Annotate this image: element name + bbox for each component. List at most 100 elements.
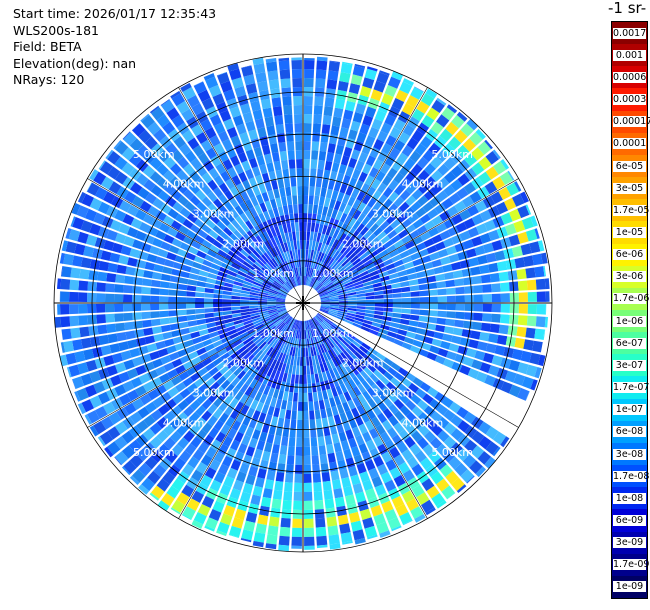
range-gate-cell: [319, 309, 329, 314]
range-gate-cell: [451, 234, 463, 245]
range-gate-cell: [535, 278, 546, 290]
range-gate-cell: [316, 325, 323, 335]
range-gate-cell: [81, 193, 94, 207]
range-gate-cell: [262, 221, 270, 231]
range-gate-cell: [464, 153, 478, 167]
range-gate-cell: [212, 371, 223, 381]
range-gate-cell: [74, 243, 86, 256]
radar-rays-layer: [54, 56, 550, 552]
range-gate-cell: [403, 388, 415, 399]
range-gate-cell: [276, 296, 286, 300]
range-gate-cell: [205, 219, 216, 229]
range-gate-cell: [287, 241, 292, 251]
range-gate-cell: [151, 143, 164, 156]
range-gate-cell: [193, 81, 207, 94]
range-gate-cell: [271, 444, 280, 454]
range-gate-cell: [361, 380, 371, 391]
range-gate-cell: [286, 281, 293, 289]
range-gate-cell: [305, 338, 308, 348]
range-gate-cell: [267, 297, 277, 301]
colorbar-units-title: -1 sr-: [608, 0, 647, 17]
range-gate-cell: [400, 313, 411, 320]
range-gate-cell: [340, 383, 348, 394]
range-gate-cell: [264, 442, 273, 453]
range-gate-cell: [411, 463, 424, 477]
range-gate-cell: [473, 303, 483, 312]
range-gate-cell: [338, 269, 347, 277]
range-gate-cell: [245, 274, 255, 281]
range-gate-cell: [170, 405, 183, 417]
range-gate-cell: [316, 363, 322, 374]
range-gate-cell: [361, 342, 371, 351]
range-gate-cell: [405, 195, 417, 207]
range-gate-cell: [407, 477, 420, 490]
range-gate-cell: [395, 89, 409, 102]
range-gate-cell: [291, 60, 302, 70]
range-gate-cell: [289, 383, 295, 393]
range-gate-cell: [296, 240, 300, 250]
range-gate-cell: [485, 426, 499, 440]
range-gate-cell: [175, 364, 186, 375]
range-gate-cell: [365, 155, 376, 167]
range-gate-cell: [375, 216, 386, 227]
range-gate-cell: [256, 339, 265, 348]
range-gate-cell: [441, 396, 454, 409]
range-gate-cell: [265, 322, 274, 330]
range-gate-cell: [419, 303, 429, 309]
range-gate-cell: [540, 252, 548, 264]
range-gate-cell: [517, 280, 528, 291]
range-gate-cell: [338, 296, 348, 300]
range-gate-cell: [300, 356, 303, 366]
range-gate-cell: [485, 151, 499, 165]
range-gate-cell: [224, 190, 234, 201]
range-gate-cell: [316, 168, 324, 179]
range-gate-cell: [243, 246, 252, 255]
range-gate-cell: [166, 252, 177, 261]
range-gate-cell: [240, 296, 250, 300]
range-gate-cell: [151, 450, 164, 463]
range-gate-cell: [281, 252, 287, 262]
range-gate-cell: [200, 474, 213, 487]
range-gate-cell: [222, 310, 232, 316]
range-gate-cell: [126, 226, 139, 238]
range-gate-cell: [294, 249, 299, 259]
range-gate-cell: [282, 427, 290, 438]
range-gate-cell: [468, 339, 479, 349]
colorbar-tick-label: 1.7e-08: [613, 470, 650, 482]
range-gate-cell: [281, 286, 289, 293]
range-gate-cell: [393, 172, 405, 184]
range-gate-cell: [373, 369, 383, 379]
range-gate-cell: [168, 303, 178, 310]
range-gate-cell: [350, 474, 361, 486]
range-gate-cell: [387, 331, 397, 338]
range-gate-cell: [361, 143, 372, 155]
range-gate-cell: [305, 267, 309, 277]
range-gate-cell: [114, 451, 129, 465]
range-gate-cell: [93, 421, 107, 435]
range-gate-cell: [249, 294, 259, 299]
range-gate-cell: [321, 322, 329, 330]
range-gate-cell: [275, 216, 282, 226]
range-gate-cell: [115, 274, 126, 284]
range-gate-cell: [336, 231, 344, 241]
range-gate-cell: [290, 240, 295, 251]
range-gate-cell: [345, 249, 354, 259]
range-gate-cell: [403, 207, 415, 218]
range-gate-cell: [111, 195, 124, 209]
range-gate-cell: [282, 262, 289, 271]
range-gate-cell: [243, 351, 252, 360]
range-gate-cell: [271, 339, 279, 349]
range-gate-cell: [333, 442, 342, 453]
range-gate-cell: [437, 296, 447, 303]
range-gate-cell: [437, 303, 447, 310]
range-gate-cell: [217, 328, 228, 335]
range-gate-cell: [428, 310, 438, 317]
range-gate-cell: [275, 320, 283, 327]
range-gate-cell: [223, 314, 233, 320]
range-gate-cell: [361, 277, 372, 284]
range-gate-cell: [485, 166, 499, 180]
range-gate-cell: [236, 183, 246, 194]
range-gate-cell: [428, 296, 438, 303]
range-gate-cell: [183, 405, 195, 417]
range-gate-cell: [191, 469, 204, 482]
